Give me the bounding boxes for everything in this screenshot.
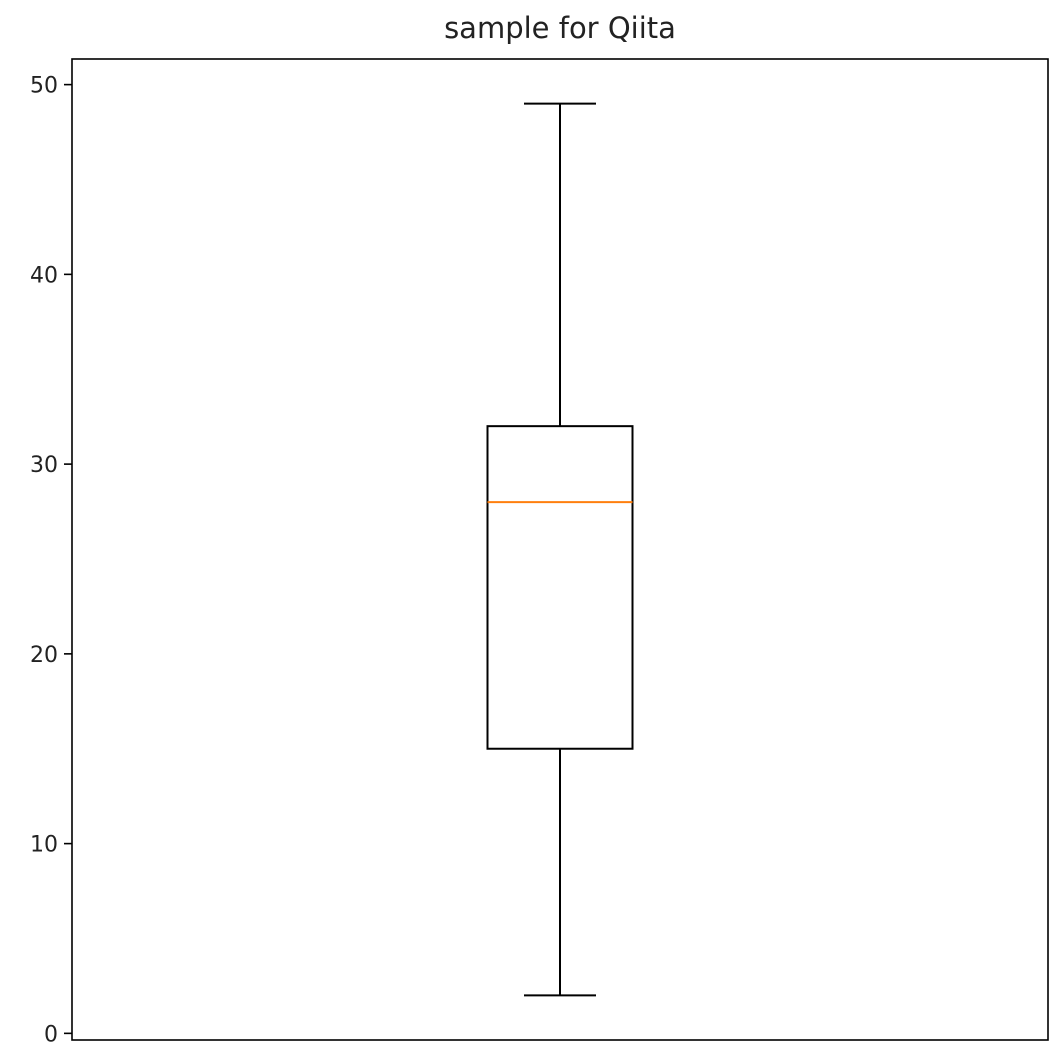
chart-title: sample for Qiita xyxy=(444,11,676,45)
y-tick-label: 20 xyxy=(30,643,58,668)
y-tick-label: 50 xyxy=(30,74,58,99)
axes-frame xyxy=(71,58,1049,1041)
y-tick-label: 0 xyxy=(44,1022,58,1047)
y-tick-label: 10 xyxy=(30,833,58,858)
box-iqr xyxy=(486,425,634,750)
y-tick-label: 30 xyxy=(30,453,58,478)
y-tick-label: 40 xyxy=(30,263,58,288)
